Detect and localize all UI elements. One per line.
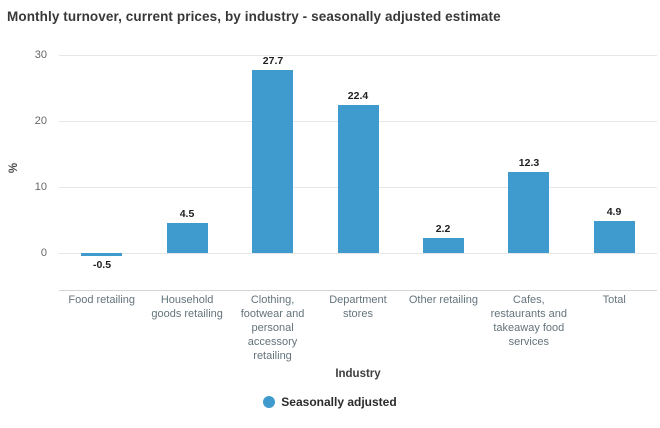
- y-tick-label: 0: [40, 247, 47, 259]
- bar[interactable]: [338, 105, 379, 253]
- x-tick-label: Food retailing: [68, 294, 136, 306]
- y-tick-label: 10: [34, 181, 47, 193]
- bar[interactable]: [423, 238, 464, 253]
- x-axis: Food retailing Household goods retailing C…: [59, 293, 657, 363]
- bar[interactable]: [81, 253, 122, 256]
- legend[interactable]: Seasonally adjusted: [0, 395, 660, 409]
- legend-marker-icon: [263, 396, 276, 408]
- y-tick-label: 30: [34, 49, 47, 61]
- x-tick-label: Household goods retailing: [151, 294, 223, 320]
- chart-title: Monthly turnover, current prices, by ind…: [7, 9, 501, 24]
- bar-value-label: 22.4: [347, 90, 369, 102]
- x-axis-title: Industry: [335, 368, 381, 380]
- gridline: [59, 55, 657, 56]
- y-tick-label: 20: [34, 115, 47, 127]
- x-tick-label: Cafes, restaurants and takeaway food ser…: [490, 294, 568, 348]
- bar[interactable]: [594, 221, 635, 253]
- bar-value-label: 4.9: [606, 206, 622, 218]
- bar-value-label: 2.2: [435, 223, 451, 235]
- bar-value-label: 4.5: [179, 208, 195, 220]
- bar[interactable]: [508, 172, 549, 253]
- legend-label: Seasonally adjusted: [281, 395, 397, 409]
- x-tick-label: Other retailing: [408, 294, 478, 306]
- bar-value-label: 27.7: [262, 55, 284, 67]
- gridline: [59, 253, 657, 254]
- x-tick-label: Department stores: [329, 294, 387, 320]
- bar[interactable]: [167, 223, 208, 253]
- bar[interactable]: [252, 70, 293, 253]
- x-tick-label: Total: [602, 294, 626, 306]
- x-tick-label: Clothing, footwear and personal accessor…: [240, 294, 305, 362]
- bar-value-label: 12.3: [518, 157, 540, 169]
- bar-value-label: -0.5: [92, 259, 112, 271]
- y-axis-title: %: [8, 162, 20, 174]
- plot-area: -0.5 4.5 27.7 22.4 2.2 12.3 4.9: [59, 48, 657, 291]
